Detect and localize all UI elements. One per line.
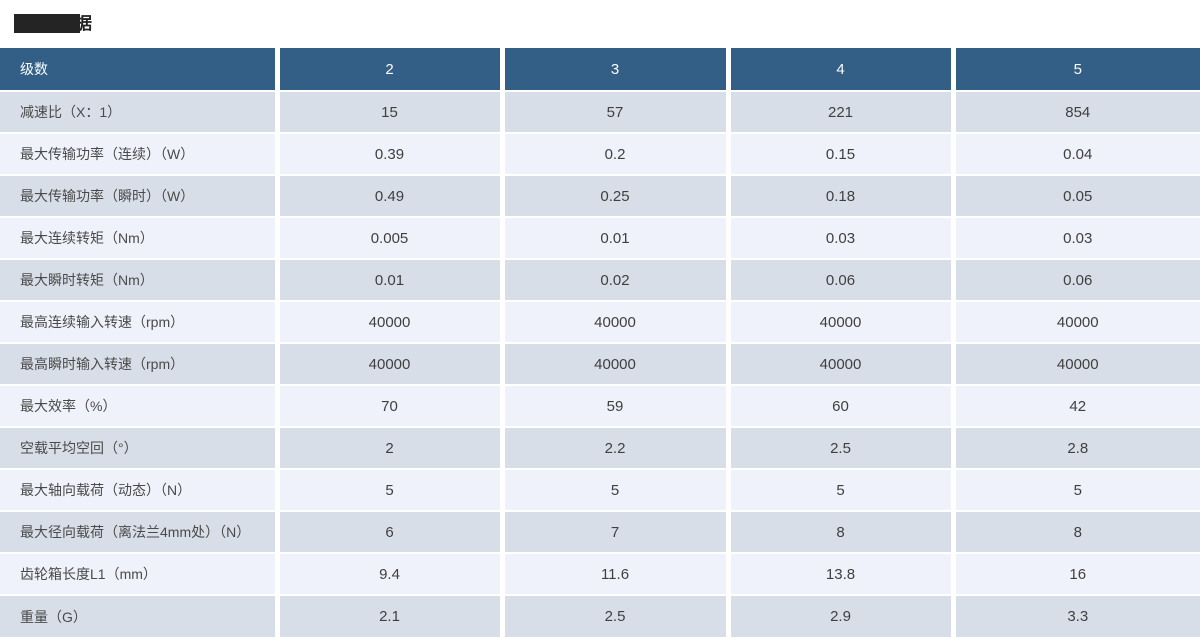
table-row: 减速比（X：1） 15 57 221 854 [0,91,1200,134]
row-value: 0.39 [277,133,505,176]
page-title: 据 [14,13,134,34]
row-value: 0.03 [953,217,1200,260]
row-value: 5 [502,469,731,512]
row-label: 最高瞬时输入转速（rpm） [0,343,280,386]
row-value: 7 [502,511,731,554]
header-cell-col-4: 4 [728,48,956,92]
row-value: 13.8 [728,553,956,596]
table-row: 空载平均空回（°） 2 2.2 2.5 2.8 [0,427,1200,470]
row-value: 8 [953,511,1200,554]
row-value: 5 [953,469,1200,512]
row-value: 3.3 [953,595,1200,637]
table-row: 最高瞬时输入转速（rpm） 40000 40000 40000 40000 [0,343,1200,386]
row-value: 70 [277,385,505,428]
row-value: 2.2 [502,427,731,470]
row-value: 15 [277,91,505,134]
row-value: 0.15 [728,133,956,176]
table-row: 最大传输功率（连续）（W） 0.39 0.2 0.15 0.04 [0,133,1200,176]
row-value: 11.6 [502,553,731,596]
table-row: 最大轴向载荷（动态）（N） 5 5 5 5 [0,469,1200,512]
row-value: 0.03 [728,217,956,260]
row-value: 40000 [502,343,731,386]
table-row: 齿轮箱长度L1（mm） 9.4 11.6 13.8 16 [0,553,1200,596]
row-label: 最大效率（%） [0,385,280,428]
row-value: 2 [277,427,505,470]
row-label: 最大瞬时转矩（Nm） [0,259,280,302]
header-cell-col-3: 3 [502,48,731,92]
row-value: 9.4 [277,553,505,596]
row-value: 0.18 [728,175,956,218]
row-label: 最大连续转矩（Nm） [0,217,280,260]
row-label: 减速比（X：1） [0,91,280,134]
table-row: 最大径向载荷（离法兰4mm处）（N） 6 7 8 8 [0,511,1200,554]
row-value: 40000 [502,301,731,344]
row-value: 42 [953,385,1200,428]
row-value: 0.05 [953,175,1200,218]
title-redaction-box [14,14,80,33]
row-label: 最大径向载荷（离法兰4mm处）（N） [0,511,280,554]
row-label: 最大轴向载荷（动态）（N） [0,469,280,512]
row-value: 0.01 [502,217,731,260]
table-row: 最高连续输入转速（rpm） 40000 40000 40000 40000 [0,301,1200,344]
row-label: 最大传输功率（连续）（W） [0,133,280,176]
row-value: 2.5 [502,595,731,637]
row-value: 0.2 [502,133,731,176]
row-value: 40000 [728,343,956,386]
table-row: 最大瞬时转矩（Nm） 0.01 0.02 0.06 0.06 [0,259,1200,302]
table-row: 重量（G） 2.1 2.5 2.9 3.3 [0,595,1200,637]
row-value: 57 [502,91,731,134]
row-value: 0.06 [953,259,1200,302]
row-value: 0.25 [502,175,731,218]
table-row: 最大连续转矩（Nm） 0.005 0.01 0.03 0.03 [0,217,1200,260]
row-value: 854 [953,91,1200,134]
row-value: 40000 [728,301,956,344]
row-value: 59 [502,385,731,428]
row-value: 0.49 [277,175,505,218]
row-value: 0.06 [728,259,956,302]
row-label: 齿轮箱长度L1（mm） [0,553,280,596]
row-value: 0.04 [953,133,1200,176]
row-label: 最高连续输入转速（rpm） [0,301,280,344]
row-value: 221 [728,91,956,134]
row-value: 40000 [953,343,1200,386]
table-row: 最大传输功率（瞬时）（W） 0.49 0.25 0.18 0.05 [0,175,1200,218]
row-value: 40000 [953,301,1200,344]
row-label: 重量（G） [0,595,280,637]
row-value: 0.02 [502,259,731,302]
row-value: 2.1 [277,595,505,637]
row-value: 6 [277,511,505,554]
row-value: 2.9 [728,595,956,637]
row-label: 最大传输功率（瞬时）（W） [0,175,280,218]
row-value: 40000 [277,343,505,386]
row-value: 5 [728,469,956,512]
row-label: 空载平均空回（°） [0,427,280,470]
row-value: 5 [277,469,505,512]
row-value: 2.8 [953,427,1200,470]
row-value: 16 [953,553,1200,596]
spec-table-body: 减速比（X：1） 15 57 221 854 最大传输功率（连续）（W） 0.39 0.2 0.… [0,91,1200,637]
header-cell-col-2: 2 [277,48,505,92]
header-cell-row-label: 级数 [0,48,280,92]
header-cell-col-5: 5 [953,48,1200,92]
row-value: 60 [728,385,956,428]
row-value: 40000 [277,301,505,344]
table-row: 最大效率（%） 70 59 60 42 [0,385,1200,428]
row-value: 2.5 [728,427,956,470]
row-value: 8 [728,511,956,554]
row-value: 0.005 [277,217,505,260]
row-value: 0.01 [277,259,505,302]
